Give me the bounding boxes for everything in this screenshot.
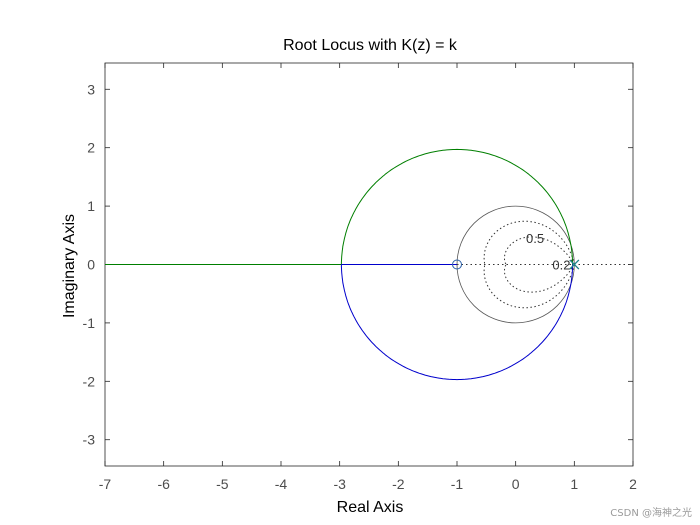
x-tick-label: -3 [333,476,346,492]
y-tick-label: -3 [83,432,96,448]
damping-curve-lower [483,264,575,309]
x-tick-label: -2 [392,476,405,492]
pole-marker [569,259,580,270]
damping-label: 0.5 [526,231,544,246]
x-tick-label: 1 [570,476,578,492]
y-tick-label: -1 [83,315,96,331]
x-tick-label: 0 [512,476,520,492]
plot-area: -7 -6 -5 -4 -3 -2 -1 0 1 2 -3 -2 -1 0 1 2 3 0.5 0.2 [83,62,637,492]
x-tick-label: -5 [216,476,229,492]
y-tick-label: 1 [87,198,95,214]
y-tick-label: 0 [87,257,95,273]
locus-branch-0 [340,148,574,265]
x-tick-label: -7 [99,476,112,492]
y-axis-label: Imaginary Axis [61,214,78,318]
y-tick-label: 3 [87,81,95,97]
y-tick-label: -2 [83,373,96,389]
x-tick-label: -4 [275,476,288,492]
chart-title: Root Locus with K(z) = k [283,37,458,54]
x-axis-label: Real Axis [337,499,404,516]
damping-label: 0.2 [552,258,570,273]
x-tick-label: 2 [629,476,637,492]
watermark-text: CSDN @海神之光 [610,508,692,519]
damping-curve-upper [483,220,575,265]
zero-marker [452,259,462,270]
y-tick-label: 2 [87,140,95,156]
locus-branch-2 [340,264,574,381]
x-tick-label: -1 [451,476,464,492]
x-tick-label: -6 [157,476,170,492]
